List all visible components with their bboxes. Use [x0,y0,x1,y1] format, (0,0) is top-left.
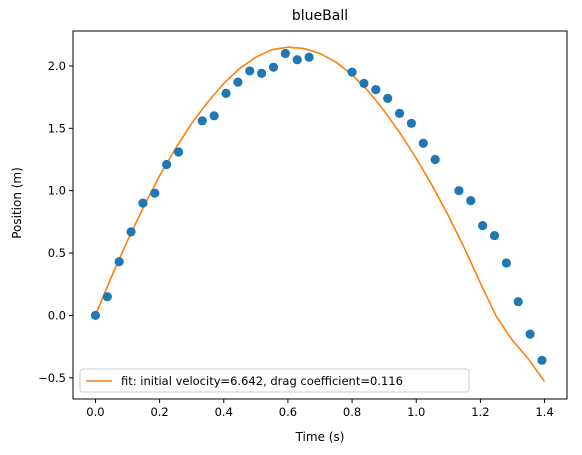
data-point [162,159,172,170]
legend: fit: initial velocity=6.642, drag coeffi… [79,368,470,393]
y-tick-label: 1.5 [48,121,66,135]
data-point [257,68,267,79]
data-point [304,52,314,62]
data-point [406,118,417,128]
data-point [454,186,464,196]
y-tick-label: 0.0 [48,308,66,322]
data-point [418,138,428,148]
data-point [525,329,535,339]
data-point [126,227,136,237]
data-point [292,55,302,65]
legend-entry: fit: initial velocity=6.642, drag coeffi… [121,374,403,388]
data-point [221,88,231,98]
data-point [138,198,148,208]
data-point [478,221,488,231]
x-tick-label: 0.4 [215,405,233,419]
data-point [150,188,160,198]
x-axis-label: Time (s) [295,430,345,444]
data-point [90,310,101,321]
y-axis-label: Position (m) [10,167,24,239]
data-point [394,108,405,118]
data-point [102,292,112,302]
fit-line [94,46,546,383]
y-tick-label: −0.5 [38,371,66,385]
legend-box [79,368,470,393]
data-point [280,48,290,59]
data-point [359,78,369,88]
data-point [209,111,219,121]
chart-title: blueBall [292,8,348,24]
plot-frame [72,30,568,400]
data-point [383,93,393,103]
data-point [173,147,184,157]
data-point [537,355,547,365]
x-tick-label: 1.0 [407,405,425,419]
x-tick-label: 1.2 [471,405,489,419]
y-tick-label: 1.0 [48,184,66,198]
y-tick-label: 2.0 [48,59,66,73]
x-tick-label: 0.0 [86,405,104,419]
y-tick-label: 0.5 [48,246,66,260]
data-point [466,196,476,206]
data-point [268,62,279,72]
x-tick-label: 1.4 [535,405,553,419]
data-point [371,85,381,95]
x-tick-label: 0.8 [343,405,361,419]
data-point [114,257,124,267]
data-point [513,297,523,307]
data-point [197,116,207,126]
data-point [501,258,511,268]
data-point [489,230,500,241]
data-layer [90,46,547,383]
data-point [430,154,440,165]
x-tick-label: 0.6 [279,405,297,419]
data-point [347,67,357,77]
data-point [245,66,255,76]
x-tick-label: 0.2 [150,405,168,419]
data-point [233,77,243,87]
